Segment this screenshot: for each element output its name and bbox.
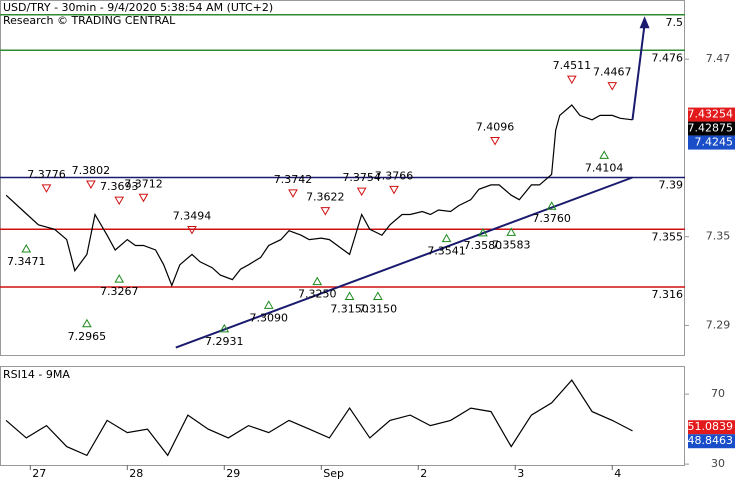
low-marker	[82, 318, 92, 328]
low-marker	[599, 150, 610, 159]
price-tag-label: 7.43254	[688, 108, 734, 121]
chart-subtitle: Research © TRADING CENTRAL	[3, 14, 176, 27]
pivot-label: 7.3150	[359, 302, 398, 315]
high-marker	[187, 226, 197, 235]
pivot-label: 7.3150	[330, 302, 369, 315]
price-tag-label: 51.0839	[688, 420, 734, 433]
low-marker	[263, 300, 274, 309]
level-label: 7.316	[652, 288, 684, 301]
low-marker	[21, 243, 32, 253]
x-tick-label: 3	[517, 467, 524, 480]
price-tag-label: 7.42875	[688, 122, 734, 135]
level-label: 7.39	[659, 179, 684, 192]
pivot-label: 7.4104	[585, 161, 624, 174]
high-marker	[356, 187, 367, 197]
price-tag	[688, 135, 735, 150]
high-marker	[41, 184, 52, 193]
price-tag-label: 7.4245	[695, 136, 734, 149]
chart-title: USD/TRY - 30min - 9/4/2020 5:38:54 AM (U…	[3, 1, 273, 14]
pivot-label: 7.3090	[249, 311, 288, 324]
price-tag	[688, 107, 735, 122]
low-marker	[372, 291, 383, 300]
price-tag	[688, 434, 735, 449]
pivot-label: 7.4467	[593, 66, 632, 79]
y-tick-label: 7.47	[706, 52, 731, 65]
price-tag	[688, 420, 735, 435]
pivot-label: 7.3250	[298, 288, 337, 301]
pivot-label: 7.3776	[27, 168, 66, 181]
price-line	[5, 379, 633, 457]
rsi-panel	[0, 366, 685, 466]
x-tick-label: Sep	[323, 467, 344, 480]
low-marker	[219, 323, 230, 333]
price-line	[5, 104, 633, 288]
high-marker	[389, 185, 399, 195]
x-tick-label: 29	[226, 467, 240, 480]
pivot-label: 7.4511	[553, 59, 592, 72]
y-tick-label: 70	[711, 387, 725, 400]
pivot-label: 7.3712	[124, 177, 163, 190]
x-tick-label: 28	[129, 467, 143, 480]
low-marker	[546, 201, 557, 210]
rsi-title: RSI14 - 9MA	[3, 368, 70, 381]
pivot-label: 7.3622	[306, 191, 345, 204]
high-marker	[138, 193, 149, 203]
pivot-label: 7.3583	[492, 238, 531, 251]
low-marker	[506, 227, 517, 236]
pivot-label: 7.3754	[342, 171, 381, 184]
arrow-head	[639, 16, 650, 29]
x-tick-label: 4	[614, 467, 621, 480]
high-marker	[86, 180, 96, 190]
y-tick-label: 7.35	[706, 230, 731, 243]
pivot-label: 7.3471	[7, 255, 46, 268]
low-marker	[478, 227, 488, 237]
trend-line	[175, 176, 633, 349]
low-marker	[114, 274, 125, 283]
high-marker	[114, 196, 125, 206]
level-label: 7.5	[666, 16, 684, 29]
pivot-label: 7.3541	[427, 245, 466, 258]
low-marker	[441, 233, 452, 243]
high-marker	[288, 189, 298, 198]
y-tick-label: 7.29	[706, 318, 731, 331]
pivot-label: 7.3267	[100, 285, 139, 298]
x-tick-label: 27	[32, 467, 46, 480]
pivot-label: 7.3580	[464, 239, 503, 252]
high-marker	[607, 82, 618, 91]
pivot-label: 7.3693	[100, 180, 139, 193]
high-marker	[320, 207, 331, 216]
pivot-label: 7.3760	[532, 212, 571, 225]
pivot-label: 7.3742	[274, 173, 313, 186]
low-marker	[344, 291, 355, 300]
pivot-label: 7.2931	[205, 335, 244, 348]
pivot-label: 7.2965	[68, 330, 107, 343]
pivot-label: 7.4096	[476, 121, 515, 134]
high-marker	[566, 75, 577, 85]
low-marker	[312, 276, 323, 286]
pivot-label: 7.3766	[375, 169, 414, 182]
high-marker	[490, 137, 500, 146]
price-tag	[688, 121, 735, 136]
level-label: 7.476	[652, 51, 684, 64]
price-tag-label: 48.8463	[688, 434, 734, 447]
y-tick-label: 30	[711, 457, 725, 470]
pivot-label: 7.3802	[72, 164, 111, 177]
target-arrow	[631, 24, 646, 120]
level-label: 7.355	[652, 230, 684, 243]
x-tick-label: 2	[420, 467, 427, 480]
pivot-label: 7.3494	[173, 210, 212, 223]
